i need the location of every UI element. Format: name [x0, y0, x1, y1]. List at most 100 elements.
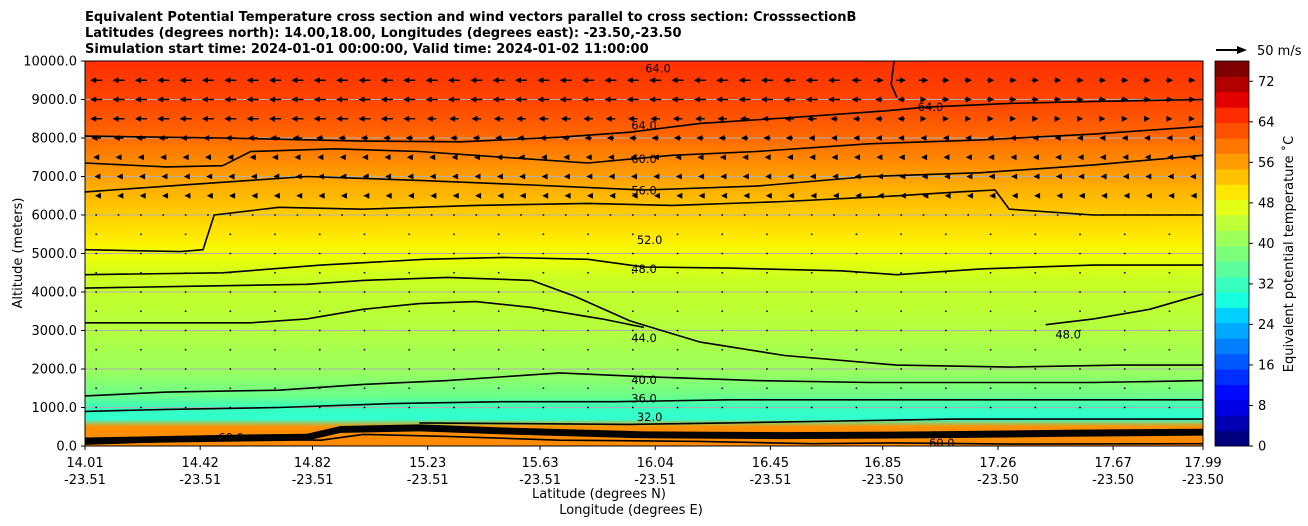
wind-vector-head — [832, 173, 839, 180]
wind-vector-head — [112, 77, 119, 84]
wind-vector — [631, 214, 634, 216]
x-tick-label-lat: 16.45 — [752, 456, 789, 471]
wind-vector-head — [805, 96, 812, 103]
wind-vector — [95, 233, 98, 236]
wind-vector — [408, 329, 411, 332]
wind-vector-head — [1077, 96, 1084, 103]
wind-vector — [408, 348, 411, 351]
wind-vector-head — [1168, 192, 1175, 199]
contour-label: 64.0 — [918, 100, 944, 114]
wind-vector — [766, 271, 768, 274]
wind-vector — [537, 77, 550, 84]
wind-vector-head — [1055, 173, 1062, 180]
wind-vector — [95, 291, 98, 293]
wind-vector-head — [225, 135, 232, 141]
wind-vector — [671, 77, 684, 84]
wind-vector — [1123, 252, 1126, 255]
wind-vector — [763, 135, 771, 141]
colorbar-tick-label: 48 — [1258, 196, 1275, 211]
wind-vector — [1123, 387, 1126, 390]
wind-vector — [318, 291, 321, 293]
wind-vector — [274, 271, 276, 274]
wind-vector — [989, 368, 992, 370]
wind-vector — [944, 368, 947, 370]
wind-vector-head — [608, 173, 615, 180]
wind-vector — [809, 173, 816, 180]
wind-vector — [497, 387, 500, 390]
wind-vector — [158, 135, 169, 141]
wind-vector-head — [224, 115, 231, 122]
title-line-1: Equivalent Potential Temperature cross s… — [85, 10, 856, 25]
wind-vector-head — [784, 115, 791, 122]
colorbar-frame — [1214, 60, 1250, 447]
wind-vector — [855, 310, 858, 313]
wind-vector — [900, 406, 903, 409]
contour-labels: 64.0 64.0 64.0 60.0 56.0 52.0 48.0 48.0 44.0 40.0… — [218, 62, 1081, 446]
wind-vector — [1168, 406, 1171, 409]
wind-vector — [810, 214, 813, 216]
wind-vector — [898, 154, 905, 161]
wind-vector — [851, 77, 862, 84]
wind-vector — [810, 348, 813, 351]
wind-vector-head — [564, 192, 571, 199]
wind-vector — [721, 271, 724, 274]
wind-vector — [987, 135, 994, 141]
wind-vector — [425, 77, 438, 84]
wind-vector-head — [161, 173, 168, 180]
wind-vector-head — [183, 173, 190, 180]
contour-line-36 — [85, 399, 1203, 413]
colorbar-segment — [1215, 369, 1249, 385]
wind-vector — [766, 291, 768, 293]
wind-vector — [605, 115, 616, 122]
wind-vector — [1123, 233, 1126, 236]
wind-vector — [743, 214, 746, 216]
wind-vector — [1034, 310, 1037, 313]
wind-vector — [475, 214, 478, 216]
wind-vector-head — [696, 135, 703, 141]
wind-vector — [318, 387, 321, 390]
wind-vector-head — [362, 154, 369, 161]
wind-vector — [140, 368, 142, 370]
wind-vector — [721, 348, 724, 351]
wind-vector — [699, 214, 701, 216]
wind-vector — [987, 115, 994, 122]
colorbar-tick-label: 64 — [1258, 115, 1275, 130]
wind-vectors — [90, 77, 1197, 409]
wind-vector-head — [380, 77, 387, 84]
wind-vector-head — [1166, 115, 1173, 122]
wind-vector-head — [1011, 173, 1018, 180]
contour-label: 60.0 — [218, 431, 244, 445]
wind-vector — [363, 291, 366, 293]
wind-vector — [453, 233, 455, 236]
wind-vector — [788, 192, 795, 199]
wind-vector-head — [451, 154, 458, 161]
wind-vector-head — [247, 135, 254, 141]
wind-vector — [161, 173, 168, 180]
wind-vector — [673, 135, 682, 141]
wind-vector — [224, 77, 237, 84]
y-tick-label: 4000.0 — [32, 286, 78, 301]
wind-vector — [920, 135, 927, 141]
wind-vector-head — [1189, 96, 1196, 103]
wind-vector-head — [943, 96, 950, 103]
wind-vector — [967, 192, 974, 199]
wind-vector — [989, 387, 992, 390]
y-tick-label: 8000.0 — [32, 132, 78, 147]
wind-vector — [1034, 368, 1037, 370]
wind-vector — [497, 214, 500, 216]
wind-vector-head — [584, 135, 591, 141]
wind-vector — [717, 115, 728, 122]
wind-vector — [363, 271, 366, 274]
wind-vector — [542, 329, 545, 332]
wind-vector-head — [425, 96, 432, 103]
wind-vector — [695, 115, 705, 122]
wind-vector — [1079, 387, 1081, 390]
wind-vector-head — [831, 154, 838, 161]
wind-vector-head — [358, 77, 365, 84]
wind-vector — [492, 96, 505, 103]
wind-vector-head — [224, 77, 231, 84]
wind-vector — [229, 310, 232, 313]
wind-vector-head — [965, 96, 972, 103]
wind-vector-head — [720, 173, 727, 180]
wind-vector — [1123, 214, 1126, 216]
